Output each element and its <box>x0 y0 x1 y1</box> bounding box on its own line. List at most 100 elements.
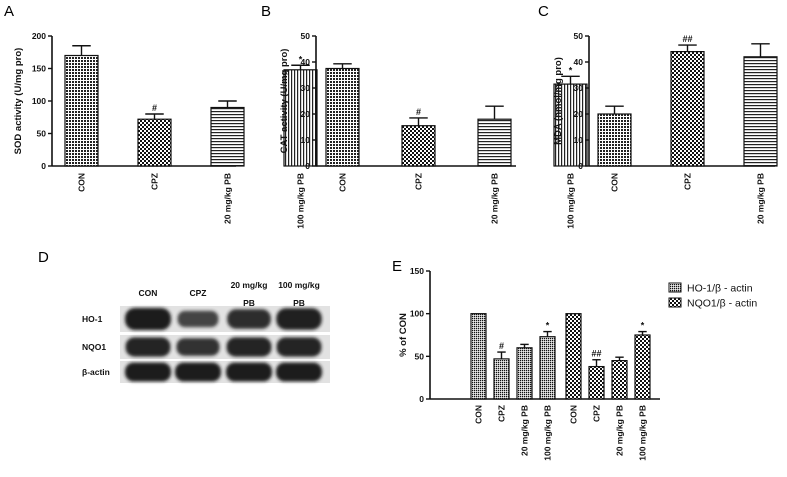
legend-swatch <box>668 282 682 293</box>
chart-a-y-tick-label: 100 <box>32 96 46 106</box>
chart-c-category-label: CON <box>610 173 620 192</box>
chart-b-category-label: CPZ <box>414 173 424 190</box>
chart-e-category-label: 20 mg/kg PB <box>615 405 625 456</box>
blot-band <box>177 310 219 328</box>
chart-b-y-tick-label: 40 <box>301 57 311 67</box>
chart-e-category-label: CPZ <box>592 405 602 422</box>
chart-b-bar <box>401 125 436 167</box>
western-blot-panel: CON CPZ 20 mg/kg PB 100 mg/kg PB HO-1 NQO1 β-act… <box>82 280 330 383</box>
blot-lane-label: 20 mg/kg <box>231 280 268 290</box>
chart-a-bar <box>283 69 318 167</box>
chart-a-significance-mark: * <box>299 54 303 64</box>
blot-band <box>125 362 171 382</box>
chart-e-y-axis-label: % of CON <box>398 313 409 357</box>
chart-b-significance-mark: # <box>416 107 421 117</box>
panel-letter-c: C <box>538 3 549 20</box>
chart-e-legend: HO-1/β - actin NQO1/β - actin <box>668 282 757 310</box>
panel-letter-d: D <box>38 249 49 266</box>
chart-e-significance-mark: * <box>546 321 550 331</box>
chart-e-y-tick-label: 50 <box>415 351 425 361</box>
chart-e-bar <box>565 313 582 400</box>
chart-e-bar <box>539 336 556 400</box>
chart-c-significance-mark: ## <box>682 34 692 44</box>
chart-a-y-tick-label: 200 <box>32 31 46 41</box>
chart-a-category-label: 100 mg/kg PB <box>296 173 306 229</box>
chart-e-y-tick-label: 100 <box>410 309 424 319</box>
chart-a-significance-mark: # <box>152 103 157 113</box>
chart-a-bar <box>64 54 99 167</box>
chart-e-bar <box>516 347 533 400</box>
chart-c-y-tick-label: 20 <box>574 109 584 119</box>
chart-b-significance-mark: * <box>569 65 573 75</box>
chart-c-category-label: 20 mg/kg PB <box>756 173 766 224</box>
chart-c-y-tick-label: 10 <box>574 135 584 145</box>
chart-e-category-label: CPZ <box>497 405 507 422</box>
chart-e-category-label: 100 mg/kg PB <box>543 405 553 461</box>
chart-e-category-label: CON <box>474 405 484 424</box>
blot-band <box>175 362 221 382</box>
blot-lane-label: CON <box>139 288 158 298</box>
chart-e-y-tick-label: 0 <box>419 394 424 404</box>
chart-e-significance-mark: # <box>499 341 504 351</box>
chart-b-category-label: 20 mg/kg PB <box>490 173 500 224</box>
chart-b-category-label: 100 mg/kg PB <box>566 173 576 229</box>
chart-c-category-label: CPZ <box>683 173 693 190</box>
legend-label: HO-1/β - actin <box>687 283 753 295</box>
chart-e-bar <box>611 360 628 400</box>
chart-a-category-label: 20 mg/kg PB <box>223 173 233 224</box>
chart-e-bar <box>588 365 605 400</box>
panel-letter-b: B <box>261 3 271 20</box>
chart-c-bar <box>597 113 632 167</box>
chart-b-bar <box>325 67 360 167</box>
chart-e-y-tick-label: 150 <box>410 266 424 276</box>
chart-b-category-label: CON <box>338 173 348 192</box>
chart-e-bar <box>493 358 510 400</box>
blot-row-label: β-actin <box>82 367 110 377</box>
panel-letter-a: A <box>4 3 14 20</box>
chart-e-bar <box>470 313 487 400</box>
blot-lane-label: PB <box>293 298 305 308</box>
panel-letter-e: E <box>392 258 402 275</box>
blot-band <box>125 307 171 331</box>
mda-chart: 0 10 20 30 40 50 MDA (nmol/mg pro) CON ## CPZ 20 m… <box>553 31 778 224</box>
chart-e-category-label: 100 mg/kg PB <box>638 405 648 461</box>
blot-band <box>276 362 322 382</box>
blot-band <box>276 337 322 357</box>
chart-b-bar <box>553 83 588 167</box>
chart-b-y-tick-label: 50 <box>301 31 311 41</box>
chart-a-category-label: CPZ <box>150 173 160 190</box>
chart-a-bar <box>137 118 172 167</box>
chart-e-bar <box>634 334 651 400</box>
blot-band <box>226 337 272 357</box>
chart-c-y-tick-label: 40 <box>574 57 584 67</box>
chart-c-bar <box>670 50 705 167</box>
chart-b-bar <box>477 118 512 167</box>
chart-a-y-axis-label: SOD activity (U/mg pro) <box>13 48 24 155</box>
blot-band <box>227 309 271 329</box>
chart-c-y-tick-label: 30 <box>574 83 584 93</box>
chart-a-y-tick-label: 50 <box>37 129 47 139</box>
chart-a-bar <box>210 106 245 167</box>
chart-e-significance-mark: ## <box>591 349 601 359</box>
chart-a-y-tick-label: 0 <box>41 161 46 171</box>
blot-lane-label: 100 mg/kg <box>278 280 320 290</box>
blot-lane-label: PB <box>243 298 255 308</box>
blot-band <box>276 308 322 330</box>
blot-row-label: NQO1 <box>82 342 106 352</box>
blot-band <box>226 362 272 382</box>
chart-b-y-tick-label: 20 <box>301 109 311 119</box>
legend-label: NQO1/β - actin <box>687 298 757 310</box>
chart-b-y-tick-label: 0 <box>305 161 310 171</box>
protein-expression-chart: 0 50 100 150 % of CON CON # CPZ 20 mg/kg PB * 100 … <box>398 266 660 461</box>
blot-row-label: HO-1 <box>82 314 103 324</box>
chart-c-y-axis-label: MDA (nmol/mg pro) <box>553 57 564 145</box>
chart-a-category-label: CON <box>77 173 87 192</box>
blot-band <box>125 337 171 357</box>
chart-b-y-tick-label: 30 <box>301 83 311 93</box>
cat-activity-chart: 0 10 20 30 40 50 CAT activity (U/mg pro) CON # CP… <box>279 31 588 229</box>
chart-e-significance-mark: * <box>641 321 645 331</box>
blot-band <box>176 338 220 356</box>
chart-a-y-tick-label: 150 <box>32 64 46 74</box>
